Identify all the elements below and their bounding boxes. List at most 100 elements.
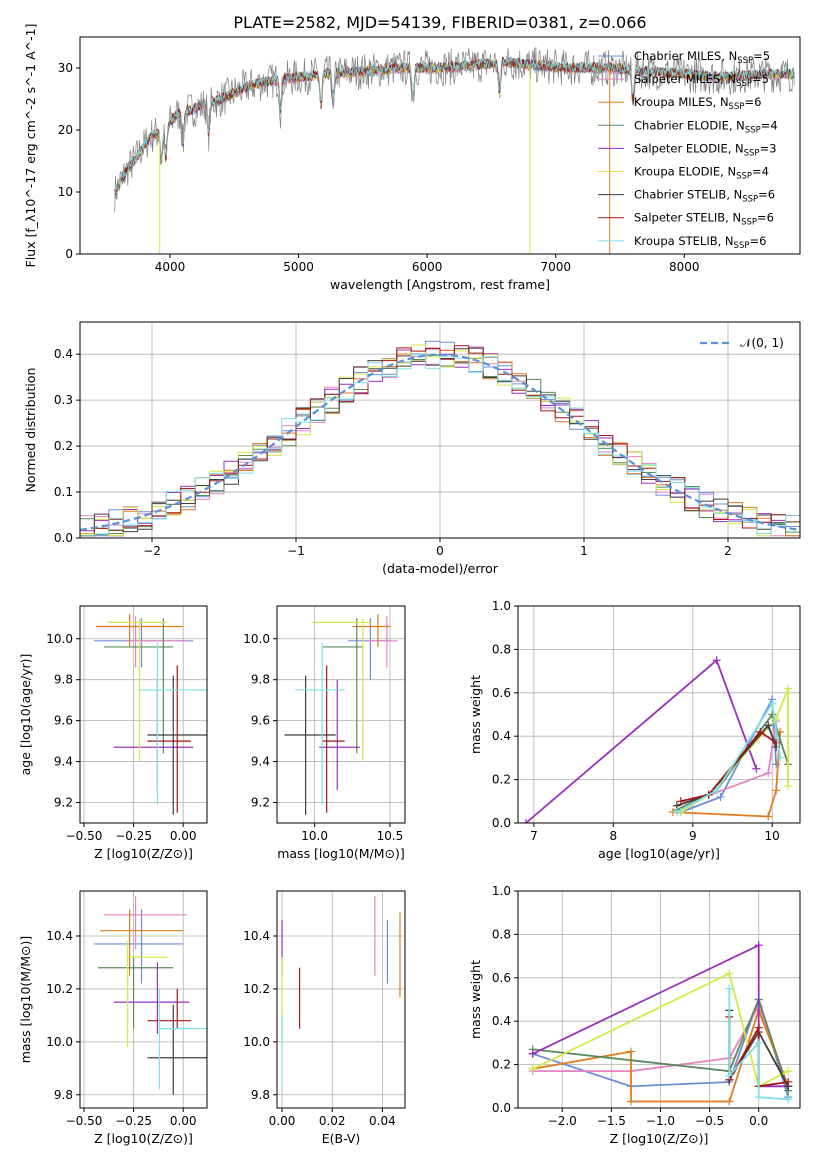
- weight-series-line: [680, 730, 777, 803]
- x-axis-label: (data-model)/error: [382, 561, 499, 576]
- plot-weight_vs_age: 7 8 9 10 0.0 0.2 0.4 0.6 0.8 1.0 age [log10(age/yr…: [468, 599, 801, 861]
- y-tick-label: 1.0: [492, 599, 511, 613]
- plot-area: [281, 896, 401, 1090]
- observed-spectrum-line: [114, 46, 795, 212]
- legend-subscript: SSP: [742, 195, 758, 205]
- legend-subscript: SSP: [734, 241, 750, 251]
- x-tick-label: 7: [530, 829, 538, 843]
- x-axis-label: Z [log10(Z/Z⊙)]: [94, 1131, 193, 1146]
- y-tick-label: 10.0: [243, 1035, 270, 1049]
- axes-frame: [79, 890, 208, 1109]
- y-axis-label: Normed distribution: [23, 368, 38, 493]
- weight-series-line: [532, 1007, 790, 1103]
- legend-label: 𝒩(0, 1): [740, 336, 784, 350]
- weight-marker: [764, 769, 773, 778]
- weight-marker: [725, 1071, 734, 1080]
- weight-marker: [725, 1097, 734, 1106]
- x-tick-label: −1: [287, 544, 305, 558]
- weight-series-line: [676, 723, 778, 807]
- gaussian-reference-line: [80, 353, 800, 531]
- y-tick-label: 0.2: [492, 773, 511, 787]
- weight-marker: [784, 1095, 793, 1104]
- x-tick-label: −2: [143, 544, 161, 558]
- y-tick-label: 9.4: [54, 755, 73, 769]
- plot-age_vs_mass: 10.0 10.5 9.2 9.4 9.6 9.8 10.0 mass [log10(M/M⊙…: [243, 605, 406, 861]
- y-tick-label: 9.4: [251, 755, 270, 769]
- y-tick-label: 9.2: [54, 796, 73, 810]
- legend-value: =6: [758, 188, 775, 202]
- weight-marker: [528, 1064, 537, 1073]
- legend-subscript: SSP: [729, 102, 745, 112]
- x-tick-label: 0.00: [170, 1114, 197, 1128]
- weight-marker: [754, 1093, 763, 1102]
- y-tick-label: 0.6: [492, 686, 511, 700]
- x-tick-label: −2.0: [548, 1114, 577, 1128]
- x-tick-label: 8000: [669, 260, 700, 274]
- plot-area: [528, 941, 793, 1106]
- x-axis-label: Z [log10(Z/Z⊙)]: [610, 1131, 709, 1146]
- x-tick-label: 0: [436, 544, 444, 558]
- x-tick-label: 2: [724, 544, 732, 558]
- legend-value: =5: [753, 49, 770, 63]
- legend-subscript: SSP: [737, 56, 753, 66]
- weight-marker: [712, 656, 721, 665]
- y-tick-label: 0.0: [492, 816, 511, 830]
- axes-frame: [517, 605, 801, 824]
- x-tick-label: 10.5: [377, 829, 404, 843]
- x-axis-label: age [log10(age/yr)]: [598, 846, 720, 861]
- weight-marker: [672, 808, 681, 817]
- legend-value: =4: [752, 165, 769, 179]
- weight-marker: [754, 941, 763, 950]
- x-tick-label: −0.50: [66, 1114, 103, 1128]
- y-tick-label: 0.1: [54, 485, 73, 499]
- plot-mass_vs_ebv: 0.00 0.02 0.04 9.8 10.0 10.2 10.4 E(B-V): [243, 890, 406, 1146]
- x-tick-label: 9: [689, 829, 697, 843]
- legend-label: Salpeter MILES, NSSP=5: [634, 72, 769, 89]
- model-spectrum-line: [114, 56, 795, 197]
- y-tick-label: 9.8: [251, 1088, 270, 1102]
- x-tick-label: −0.5: [695, 1114, 724, 1128]
- plot-area: [284, 614, 398, 815]
- x-tick-label: −1.5: [597, 1114, 626, 1128]
- weight-marker: [528, 1049, 537, 1058]
- weight-marker: [676, 797, 685, 806]
- weight-series-line: [532, 996, 790, 1091]
- x-tick-label: 1: [580, 544, 588, 558]
- y-tick-label: 9.6: [251, 714, 270, 728]
- y-tick-label: 0.4: [54, 347, 73, 361]
- weight-series-line: [525, 658, 758, 823]
- y-axis-label: mass weight: [468, 675, 483, 754]
- figure-title: PLATE=2582, MJD=54139, FIBERID=0381, z=0…: [233, 13, 646, 32]
- y-tick-label: 9.8: [54, 673, 73, 687]
- plot-mass_vs_z: −0.50 −0.25 0.00 9.8 10.0 10.2 10.4 Z [log10(Z/…: [18, 890, 208, 1146]
- x-tick-label: −0.25: [115, 1114, 152, 1128]
- plot-spectrum: 4000 5000 6000 7000 8000 0 10 20 30 wavelength [A…: [23, 24, 801, 292]
- weight-marker: [712, 786, 721, 795]
- x-tick-label: 4000: [155, 260, 186, 274]
- y-tick-label: 0.8: [492, 642, 511, 656]
- y-tick-label: 10.2: [243, 982, 270, 996]
- legend-label: Chabrier ELODIE, NSSP=4: [634, 118, 778, 135]
- y-tick-label: 1.0: [492, 884, 511, 898]
- legend-label: Salpeter ELODIE, NSSP=3: [634, 141, 777, 158]
- x-tick-label: 8: [610, 829, 618, 843]
- weight-marker: [768, 699, 777, 708]
- legend-label: Kroupa ELODIE, NSSP=4: [634, 165, 769, 182]
- plot-area: [521, 656, 793, 823]
- legend-label: Chabrier MILES, NSSP=5: [634, 49, 770, 66]
- weight-series-line: [676, 712, 789, 811]
- weight-series-line: [680, 696, 778, 813]
- weight-marker: [772, 714, 781, 723]
- weight-marker: [752, 764, 761, 773]
- y-tick-label: 0.4: [492, 1014, 511, 1028]
- legend-value: =6: [744, 95, 761, 109]
- legend-label: Chabrier STELIB, NSSP=6: [634, 188, 775, 205]
- y-tick-label: 0.2: [54, 439, 73, 453]
- x-tick-label: −0.25: [115, 829, 152, 843]
- legend-value: =6: [757, 211, 774, 225]
- x-tick-label: 0.0: [749, 1114, 768, 1128]
- weight-marker: [776, 753, 785, 762]
- y-tick-label: 9.8: [54, 1088, 73, 1102]
- weight-series-line: [532, 972, 789, 1088]
